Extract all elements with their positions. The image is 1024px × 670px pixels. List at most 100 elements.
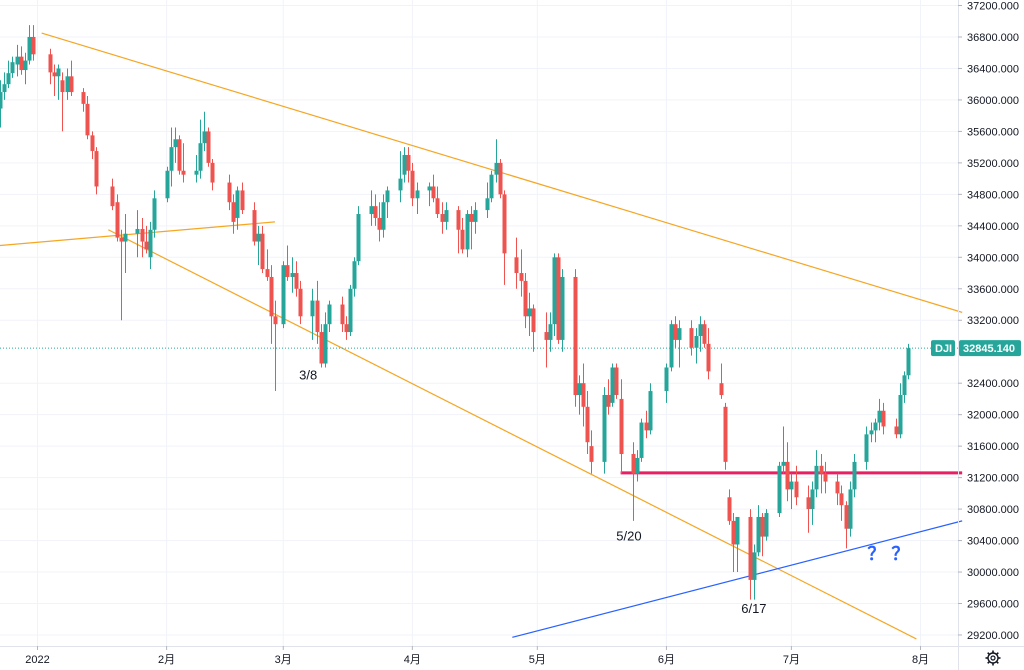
candle[interactable] bbox=[519, 249, 524, 297]
candle[interactable] bbox=[119, 229, 124, 321]
candle[interactable] bbox=[760, 513, 765, 557]
candle[interactable] bbox=[727, 489, 732, 525]
candle[interactable] bbox=[123, 214, 128, 274]
candle[interactable] bbox=[669, 320, 674, 372]
candle[interactable] bbox=[631, 442, 636, 521]
candle[interactable] bbox=[498, 158, 503, 199]
candle[interactable] bbox=[90, 131, 95, 159]
candle[interactable] bbox=[152, 190, 157, 238]
trendline-support[interactable] bbox=[512, 520, 963, 638]
candle[interactable] bbox=[698, 316, 703, 352]
candle[interactable] bbox=[906, 343, 911, 380]
candle[interactable] bbox=[327, 300, 332, 333]
candle[interactable] bbox=[814, 450, 819, 498]
candle[interactable] bbox=[0, 80, 3, 128]
candle[interactable] bbox=[689, 320, 694, 356]
candle[interactable] bbox=[348, 284, 353, 336]
candle[interactable] bbox=[819, 454, 824, 494]
candle[interactable] bbox=[6, 60, 11, 89]
candle[interactable] bbox=[852, 454, 857, 498]
candle[interactable] bbox=[252, 202, 257, 246]
candle[interactable] bbox=[548, 312, 553, 352]
candle[interactable] bbox=[60, 72, 65, 132]
candle[interactable] bbox=[240, 182, 245, 215]
candle[interactable] bbox=[319, 324, 324, 368]
candle[interactable] bbox=[644, 410, 649, 439]
candle[interactable] bbox=[265, 249, 270, 281]
candle[interactable] bbox=[2, 72, 7, 100]
candle[interactable] bbox=[794, 465, 799, 506]
candle[interactable] bbox=[635, 450, 640, 482]
candle[interactable] bbox=[544, 312, 549, 368]
candle[interactable] bbox=[227, 174, 232, 211]
candle[interactable] bbox=[435, 186, 440, 218]
candle[interactable] bbox=[398, 151, 403, 203]
candle[interactable] bbox=[610, 363, 615, 407]
candle[interactable] bbox=[148, 221, 153, 270]
candle[interactable] bbox=[356, 206, 361, 266]
candle[interactable] bbox=[402, 147, 407, 183]
candle[interactable] bbox=[56, 64, 61, 100]
candle[interactable] bbox=[285, 245, 290, 281]
candle[interactable] bbox=[810, 481, 815, 525]
candle[interactable] bbox=[165, 166, 170, 203]
candle[interactable] bbox=[606, 379, 611, 415]
candle[interactable] bbox=[81, 88, 86, 112]
candle[interactable] bbox=[144, 225, 149, 254]
candle[interactable] bbox=[465, 210, 470, 258]
trendline-down[interactable] bbox=[108, 229, 917, 640]
candle[interactable] bbox=[898, 383, 903, 439]
candle[interactable] bbox=[315, 280, 320, 344]
candle[interactable] bbox=[619, 379, 624, 474]
candle[interactable] bbox=[602, 387, 607, 474]
candle[interactable] bbox=[752, 544, 757, 600]
candle[interactable] bbox=[181, 143, 186, 183]
candle[interactable] bbox=[273, 300, 278, 392]
candle[interactable] bbox=[864, 426, 869, 470]
candle[interactable] bbox=[531, 304, 536, 352]
candle[interactable] bbox=[231, 194, 236, 234]
candle[interactable] bbox=[473, 202, 478, 234]
candle[interactable] bbox=[298, 280, 303, 325]
candle[interactable] bbox=[10, 56, 15, 78]
candle[interactable] bbox=[502, 190, 507, 285]
candle[interactable] bbox=[648, 383, 653, 435]
candle[interactable] bbox=[410, 162, 415, 207]
candle[interactable] bbox=[31, 25, 36, 61]
candle[interactable] bbox=[664, 363, 669, 403]
candle[interactable] bbox=[381, 194, 386, 238]
candle[interactable] bbox=[489, 170, 494, 203]
settings-gear-icon[interactable] bbox=[985, 650, 1001, 666]
candle[interactable] bbox=[202, 111, 207, 152]
candle[interactable] bbox=[456, 206, 461, 254]
candle[interactable] bbox=[23, 52, 28, 85]
candle[interactable] bbox=[377, 202, 382, 242]
candle[interactable] bbox=[173, 127, 178, 163]
candle[interactable] bbox=[177, 135, 182, 175]
candle[interactable] bbox=[344, 316, 349, 340]
candle[interactable] bbox=[835, 473, 840, 506]
candle[interactable] bbox=[848, 481, 853, 537]
candle[interactable] bbox=[198, 119, 203, 179]
candle[interactable] bbox=[764, 509, 769, 541]
candle[interactable] bbox=[677, 320, 682, 368]
candle[interactable] bbox=[469, 206, 474, 250]
candle[interactable] bbox=[431, 174, 436, 203]
candle[interactable] bbox=[894, 418, 899, 439]
candle[interactable] bbox=[639, 418, 644, 462]
candle[interactable] bbox=[560, 269, 565, 352]
candle[interactable] bbox=[902, 371, 907, 403]
candle[interactable] bbox=[235, 186, 240, 230]
candle[interactable] bbox=[523, 273, 528, 329]
candle[interactable] bbox=[494, 139, 499, 183]
candle[interactable] bbox=[260, 225, 265, 274]
candle[interactable] bbox=[69, 60, 74, 96]
candle[interactable] bbox=[373, 194, 378, 226]
candle[interactable] bbox=[85, 95, 90, 140]
candle[interactable] bbox=[290, 257, 295, 293]
candle[interactable] bbox=[427, 182, 432, 207]
candle[interactable] bbox=[556, 253, 561, 344]
candle[interactable] bbox=[269, 265, 274, 344]
candle[interactable] bbox=[369, 190, 374, 226]
